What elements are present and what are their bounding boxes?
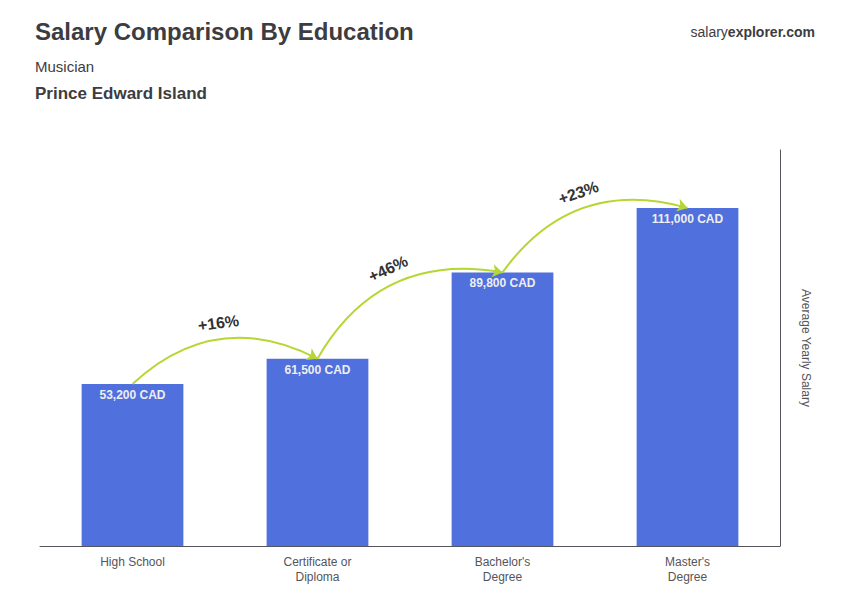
svg-text:Master's: Master's [665, 555, 710, 569]
svg-text:89,800 CAD: 89,800 CAD [469, 276, 535, 290]
svg-text:Musician: Musician [35, 58, 94, 75]
svg-text:Degree: Degree [668, 570, 708, 584]
svg-text:explorer.com: explorer.com [728, 24, 815, 40]
svg-text:Certificate or: Certificate or [283, 555, 351, 569]
svg-text:Degree: Degree [483, 570, 523, 584]
svg-text:61,500 CAD: 61,500 CAD [284, 363, 350, 377]
svg-text:+16%: +16% [197, 312, 240, 334]
svg-text:+23%: +23% [556, 178, 601, 208]
svg-text:Diploma: Diploma [295, 570, 339, 584]
svg-text:53,200 CAD: 53,200 CAD [99, 388, 165, 402]
svg-text:+46%: +46% [366, 252, 411, 285]
svg-text:High School: High School [100, 555, 165, 569]
svg-text:Salary Comparison By Education: Salary Comparison By Education [35, 18, 414, 45]
svg-text:Bachelor's: Bachelor's [475, 555, 531, 569]
svg-text:salary: salary [691, 24, 728, 40]
svg-text:Prince Edward Island: Prince Edward Island [35, 84, 207, 103]
svg-text:Average Yearly Salary: Average Yearly Salary [799, 289, 813, 407]
svg-text:111,000 CAD: 111,000 CAD [652, 212, 724, 226]
